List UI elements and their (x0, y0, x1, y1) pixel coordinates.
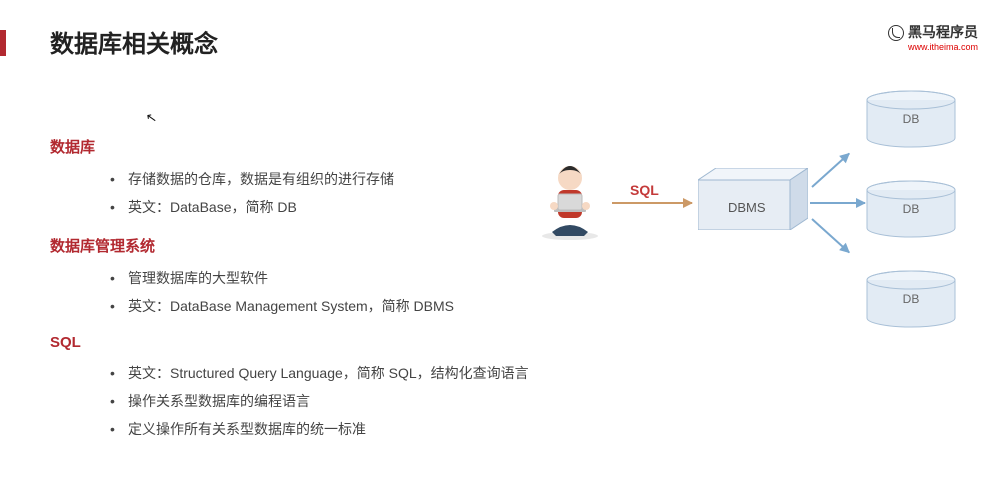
list-item: 存储数据的仓库，数据是有组织的进行存储 (110, 165, 550, 193)
person-icon (530, 150, 610, 240)
sql-label: SQL (630, 182, 659, 198)
dbms-label: DBMS (728, 200, 766, 215)
bullets-db: 存储数据的仓库，数据是有组织的进行存储 英文：DataBase，简称 DB (110, 165, 550, 221)
logo-icon (888, 25, 904, 41)
list-item: 定义操作所有关系型数据库的统一标准 (110, 415, 550, 443)
page-title: 数据库相关概念 (50, 24, 218, 59)
brand-logo: 黑马程序员 www.itheima.com (888, 22, 978, 52)
arrow-sql (612, 202, 692, 204)
list-item: 英文：DataBase，简称 DB (110, 193, 550, 221)
logo-text: 黑马程序员 (908, 24, 978, 40)
architecture-diagram: SQL DBMS DB DB DB (530, 90, 980, 350)
db-label: DB (865, 292, 957, 306)
list-item: 操作关系型数据库的编程语言 (110, 387, 550, 415)
section-head-dbms: 数据库管理系统 (50, 235, 550, 256)
accent-bar (0, 30, 6, 56)
cursor-icon: ↖ (145, 109, 159, 127)
db-label: DB (865, 112, 957, 126)
section-head-db: 数据库 (50, 136, 550, 157)
list-item: 英文：Structured Query Language，简称 SQL，结构化查… (110, 359, 550, 387)
bullets-sql: 英文：Structured Query Language，简称 SQL，结构化查… (110, 359, 550, 443)
logo-url: www.itheima.com (888, 42, 978, 52)
content-area: 数据库 存储数据的仓库，数据是有组织的进行存储 英文：DataBase，简称 D… (50, 130, 550, 457)
section-head-sql: SQL (50, 334, 550, 351)
dbms-cube (698, 168, 808, 230)
arrow-db-bot (811, 218, 849, 253)
list-item: 英文：DataBase Management System，简称 DBMS (110, 292, 550, 320)
bullets-dbms: 管理数据库的大型软件 英文：DataBase Management System… (110, 264, 550, 320)
db-label: DB (865, 202, 957, 216)
arrow-db-top (811, 153, 849, 188)
arrow-db-mid (810, 202, 865, 204)
list-item: 管理数据库的大型软件 (110, 264, 550, 292)
